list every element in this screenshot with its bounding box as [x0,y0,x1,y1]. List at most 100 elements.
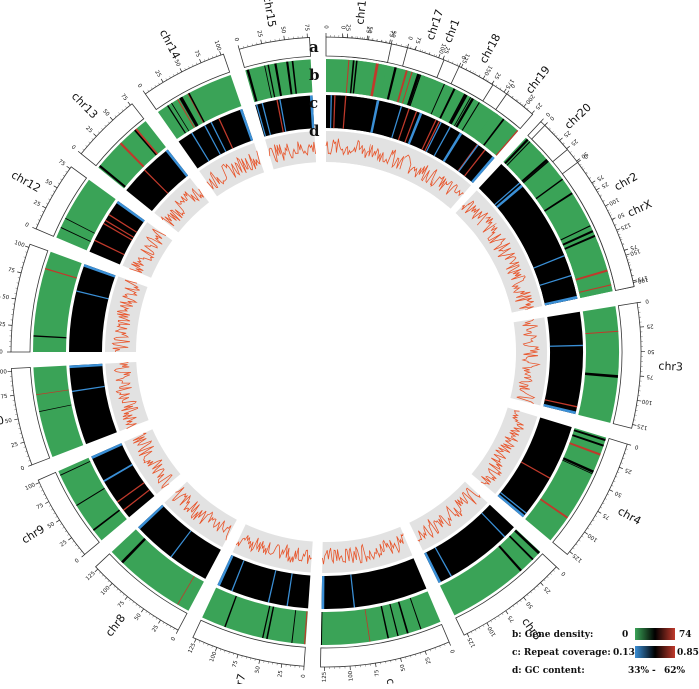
chr10-tick [14,419,18,420]
chr6-tick [425,651,426,655]
chr13-tick-label: 25 [84,125,94,135]
chr2-tick [633,280,637,281]
chr5-tick [524,597,527,600]
chr9-minor-tick [63,527,65,528]
chr14-minor-tick [151,87,152,89]
chr10-tick-label: 50 [4,418,13,425]
chr1-tick [439,54,440,58]
chr20-minor-tick [558,138,559,139]
chr8-label: chr8 [103,612,128,639]
chr9-label: chr9 [19,522,47,546]
chr1-tick [391,40,392,44]
chr12-minor-tick [38,220,40,221]
chr12-minor-tick [60,179,62,180]
chr14-tick [161,79,163,82]
chr8-tick-label: 0 [170,636,177,642]
chr9-tick-label: 50 [47,521,57,530]
chr4-minor-tick [582,536,584,537]
chr20-tick-label: 25 [569,137,579,146]
chr5-minor-tick [513,606,514,608]
chr13-tick [93,134,96,137]
chr10-label: chr10 [0,414,5,433]
chrx-tick [633,282,637,283]
chr12-minor-tick [46,203,48,204]
chr2-tick [626,254,630,255]
chr4-tick [570,552,573,555]
chr14-minor-tick [155,85,156,87]
chr12-tick [42,206,46,208]
chr13-minor-tick [122,109,123,111]
chr4-minor-tick [595,516,597,517]
chr19-tick-label: 25 [533,101,542,111]
chr17-tick-label: 0 [406,35,413,40]
chr14-tick [200,59,202,63]
chrx-minor-tick [600,195,602,196]
chr9-tick [36,483,40,485]
chr11-tick-label: 50 [2,294,10,301]
chr13-tick [78,151,81,154]
chr2-minor-tick [573,156,575,157]
chr20-label: chr20 [562,101,594,132]
chr15-tick-label: 25 [255,30,262,39]
chr12-tick [54,186,57,188]
chr14-minor-tick [192,64,193,66]
chr15-tick-label: 0 [233,37,240,42]
chr3-tick [637,400,641,401]
chr7-tick [281,664,282,668]
chr19-label: chr19 [523,63,553,96]
chr6-tick [375,663,376,667]
chr19-tick [507,91,509,94]
chr4-tick [609,490,613,492]
chr8-tick-label: 25 [151,624,160,634]
chr3-tick-label: 25 [646,323,654,330]
chr4-minor-tick [587,528,589,529]
chr5-tick-label: 125 [467,636,477,649]
chr5-minor-tick [527,594,528,596]
chr15-tick [284,36,285,40]
chr19-tick [532,111,535,114]
chr8-minor-tick [133,602,134,604]
chr8-minor-tick [108,581,109,582]
chr16-gc-track [326,131,372,166]
chr19-minor-tick [517,100,518,102]
chr2-tick-label: 100 [607,196,620,206]
chr19-minor-tick [527,108,528,110]
chr4-tick-label: 0 [634,443,640,450]
chr8-minor-tick [120,591,121,593]
chr14-minor-tick [189,66,190,68]
chr16-tick [390,40,391,44]
chr14-tick [220,51,221,55]
chr11-tick [25,246,29,247]
chr3-tick-label: 50 [647,348,655,354]
chr12-tick [32,227,36,229]
chr8-minor-tick [129,599,130,601]
chr4-tick [585,532,588,534]
chr5-minor-tick [534,589,535,591]
chr7-tick-label: 75 [232,660,240,669]
chr15-tick [261,40,262,44]
chr9-minor-tick [56,516,58,517]
chr16-tick-label: 50 [366,26,373,34]
chr10-tick-label: 100 [0,369,8,376]
chr13-minor-tick [98,132,99,133]
chr14-tick [180,68,182,72]
chr6-tick-label: 75 [374,668,381,676]
legend-repeat-min: 0.13 [613,648,635,658]
chr13-tick [128,102,130,105]
chr10-tick [20,442,24,443]
chr8-tick [109,583,112,586]
chr14-tick-label: 50 [173,59,182,68]
chr10-tick [10,395,14,396]
chr3-tick [637,302,641,303]
chrx-minor-tick [585,172,587,173]
chr2-minor-tick [570,151,572,152]
chr16-tick-label: 75 [387,30,394,39]
chr3-gc-track [510,317,547,405]
chr7-tick [194,639,196,643]
legend-repeat-max: 0.85 [677,648,699,658]
chr9-tick-label: 0 [74,558,81,565]
chr8-minor-tick [166,624,167,626]
chr1-tick [504,89,506,92]
chr2-tick-label: 125 [619,221,631,231]
